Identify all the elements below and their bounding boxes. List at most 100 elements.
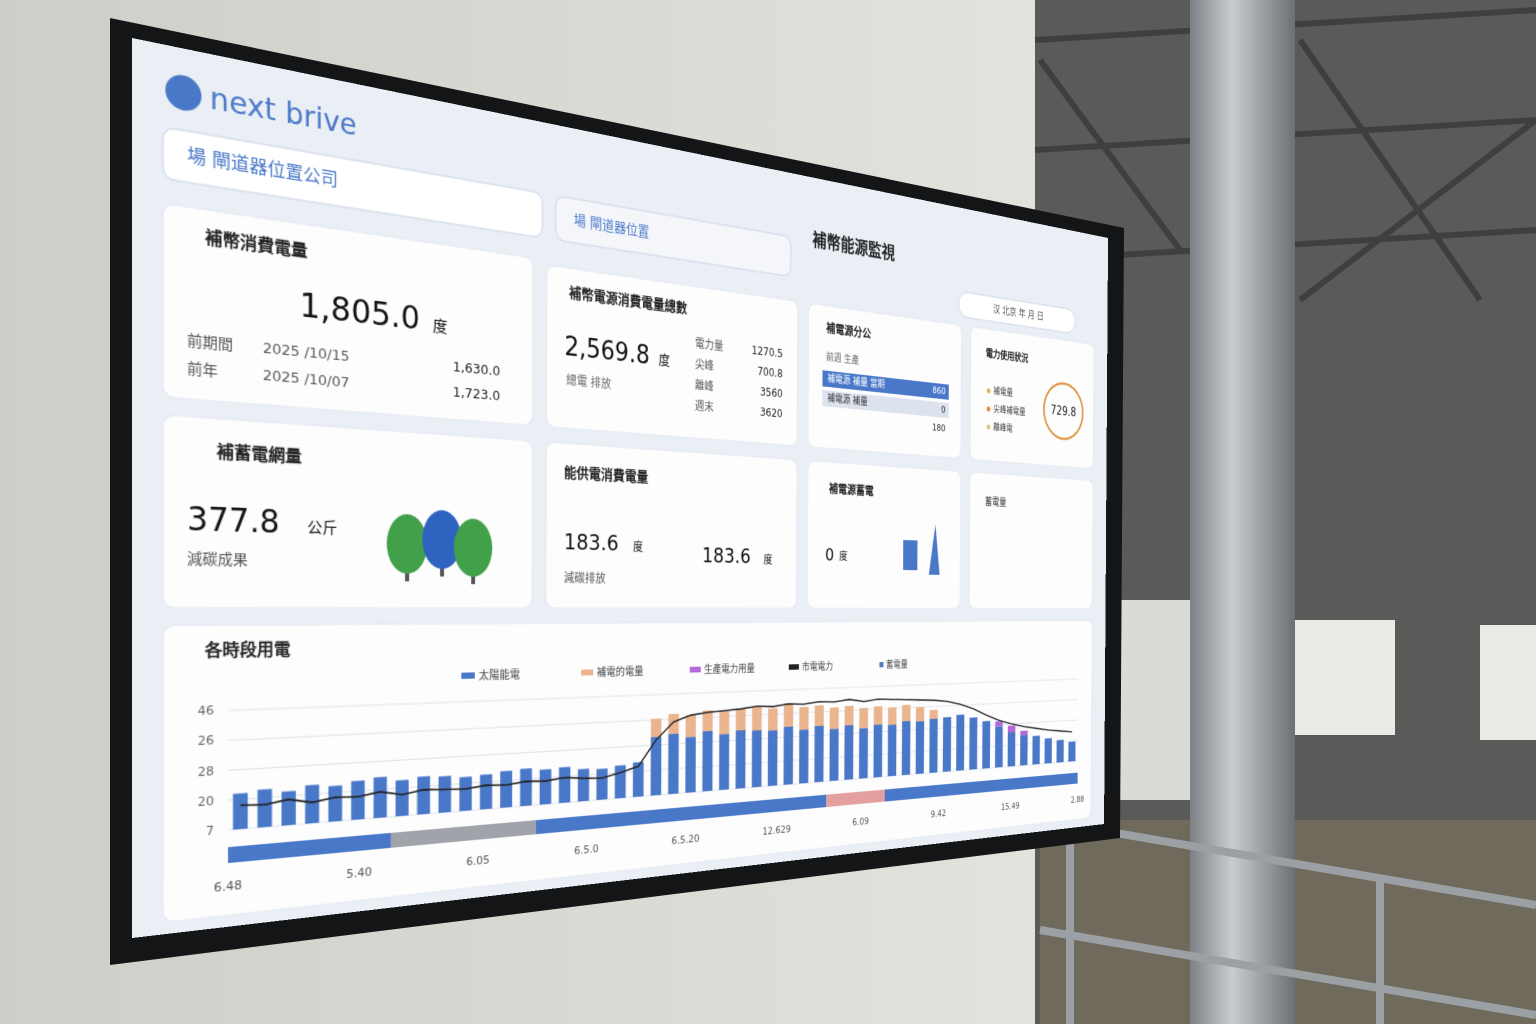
bar bbox=[873, 706, 883, 725]
card-value: 183.6 bbox=[564, 529, 619, 556]
device-selector[interactable] bbox=[556, 196, 791, 277]
display: next brive 場 閘道器位置公司場 閘道器位置 補幣能源監視汉 北京 年 月… bbox=[132, 38, 1109, 939]
bar bbox=[767, 730, 778, 787]
card-value: 0 bbox=[825, 543, 834, 564]
card bbox=[969, 472, 1093, 609]
card-title: 補電源蓄電 bbox=[828, 481, 874, 497]
bar bbox=[1007, 732, 1016, 767]
bar bbox=[768, 708, 778, 731]
card-sub: 前週 生產 bbox=[826, 351, 859, 367]
bar bbox=[520, 768, 532, 807]
y-tick-label: 28 bbox=[198, 764, 214, 779]
label: 700.8 bbox=[757, 364, 783, 380]
bar bbox=[1020, 734, 1028, 766]
legend-swatch bbox=[689, 666, 701, 673]
bar bbox=[929, 709, 938, 720]
bar bbox=[915, 706, 925, 722]
card-unit: 公斤 bbox=[307, 518, 337, 537]
card-sub: 減碳排放 bbox=[564, 571, 606, 586]
y-tick-label: 46 bbox=[198, 704, 215, 719]
y-tick-label: 26 bbox=[198, 734, 214, 749]
bar bbox=[668, 713, 679, 735]
bar bbox=[873, 724, 883, 778]
bar bbox=[395, 779, 409, 817]
bar bbox=[735, 708, 746, 731]
site-selector[interactable] bbox=[163, 127, 542, 238]
bar bbox=[257, 788, 272, 828]
bar bbox=[232, 792, 248, 830]
bar bbox=[752, 707, 762, 731]
bar bbox=[799, 729, 809, 784]
label: 0 bbox=[941, 405, 945, 416]
bar bbox=[373, 776, 387, 819]
legend-swatch bbox=[581, 669, 594, 676]
label: 前年 bbox=[187, 359, 218, 379]
bar bbox=[596, 768, 608, 801]
bar bbox=[305, 784, 320, 824]
label: 週末 bbox=[695, 399, 714, 414]
bar bbox=[417, 776, 431, 815]
legend-text: 補電量 bbox=[993, 386, 1013, 399]
bar bbox=[799, 706, 809, 730]
bar bbox=[859, 707, 869, 729]
card-sub: 減碳成果 bbox=[187, 549, 248, 567]
legend-text: 離峰電 bbox=[993, 422, 1013, 435]
legend-text: 太陽能電 bbox=[479, 669, 520, 683]
x-tick-label: 6.5.0 bbox=[574, 843, 598, 858]
bar bbox=[982, 720, 991, 769]
bar bbox=[1056, 739, 1064, 763]
label: 電力量 bbox=[695, 336, 723, 353]
bar bbox=[844, 705, 854, 726]
x-tick-label: 6.48 bbox=[214, 878, 242, 895]
legend-swatch bbox=[788, 664, 799, 670]
bar bbox=[751, 730, 762, 788]
bar bbox=[351, 780, 365, 821]
bar bbox=[995, 721, 1003, 727]
bar bbox=[887, 707, 897, 725]
bar bbox=[459, 776, 472, 812]
legend-text: 市電電力 bbox=[802, 661, 833, 674]
card-title: 蓄電量 bbox=[985, 496, 1006, 509]
bar bbox=[829, 728, 839, 782]
logo-icon bbox=[165, 71, 202, 114]
bar bbox=[969, 717, 978, 770]
label: 補電源 補量 bbox=[827, 393, 867, 408]
bar bbox=[1007, 725, 1016, 733]
legend-text: 蓄電量 bbox=[886, 659, 908, 670]
legend-text: 尖峰補電量 bbox=[993, 404, 1025, 418]
bar bbox=[929, 718, 938, 774]
bar bbox=[858, 727, 868, 779]
bar bbox=[1020, 730, 1028, 736]
chart-title: 各時段用電 bbox=[204, 639, 291, 661]
bar bbox=[902, 704, 911, 722]
bar bbox=[685, 714, 696, 738]
card bbox=[163, 415, 533, 609]
bar bbox=[281, 790, 296, 826]
illustration bbox=[903, 539, 918, 571]
x-tick-label: 6.09 bbox=[852, 816, 869, 829]
bar bbox=[438, 775, 452, 813]
bar bbox=[702, 730, 713, 792]
card-title: 能供電消費電量 bbox=[564, 464, 648, 486]
bar bbox=[735, 729, 746, 789]
label: 尖峰 bbox=[695, 357, 714, 372]
bar bbox=[328, 785, 343, 822]
bar bbox=[887, 724, 897, 777]
bar bbox=[829, 707, 839, 730]
bar bbox=[814, 705, 824, 727]
bar bbox=[577, 768, 590, 802]
x-tick-label: 9.42 bbox=[931, 808, 946, 820]
bar bbox=[942, 716, 952, 772]
card-unit: 度 bbox=[839, 550, 847, 563]
gauge-value: 729.8 bbox=[1051, 402, 1076, 420]
pipe bbox=[1190, 0, 1295, 1024]
card-value: 183.6 bbox=[702, 543, 751, 568]
y-tick-label: 7 bbox=[206, 824, 214, 839]
bar bbox=[1068, 741, 1076, 762]
bar bbox=[783, 702, 794, 727]
card-value: 377.8 bbox=[187, 501, 280, 541]
bar bbox=[719, 733, 730, 791]
railing bbox=[1039, 816, 1536, 1024]
